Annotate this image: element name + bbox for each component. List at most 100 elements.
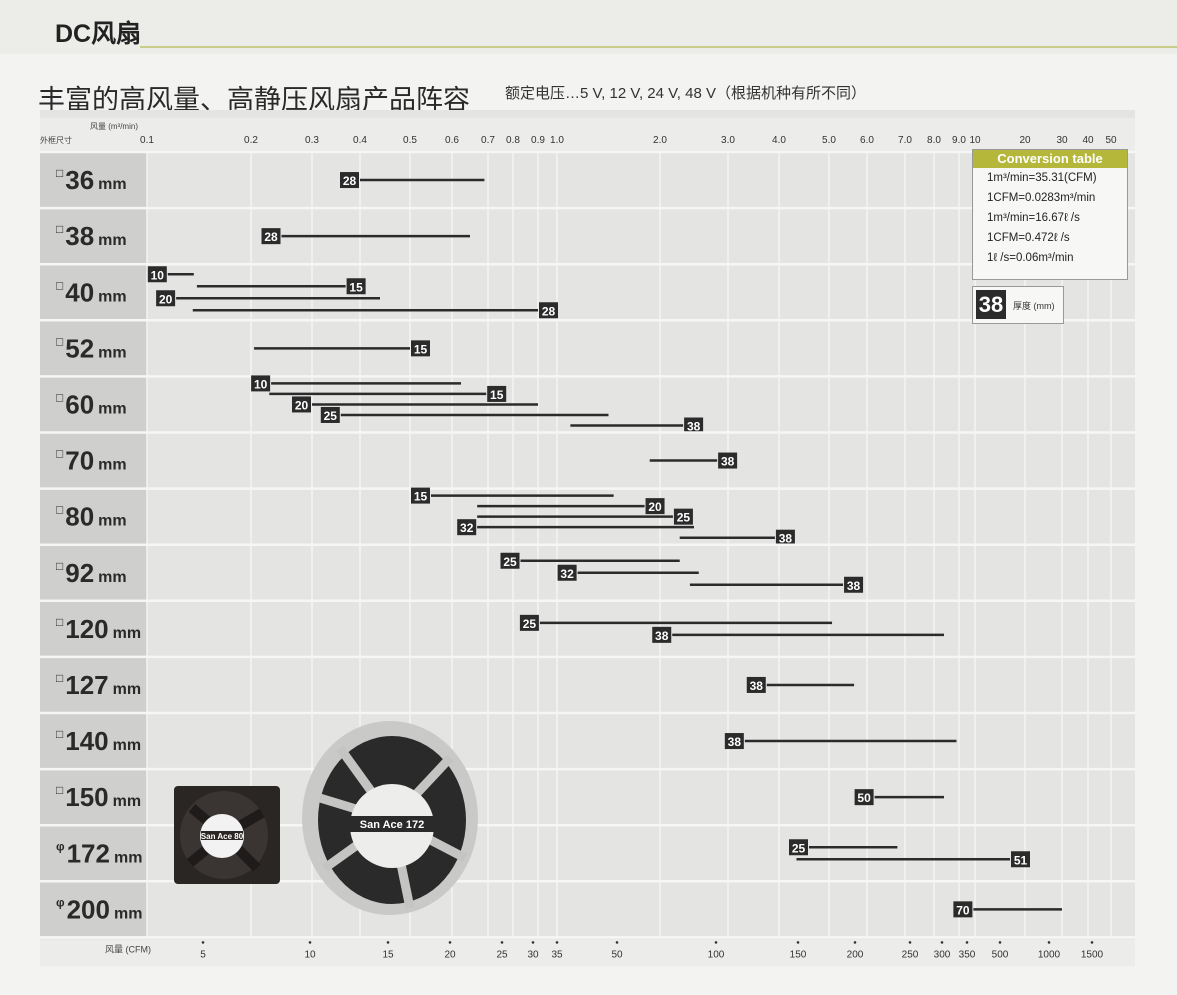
bottom-tick-mark	[998, 941, 1002, 944]
row-label: □140 mm	[56, 726, 141, 756]
frame-unit: mm	[98, 569, 126, 586]
top-tick-label: 0.2	[244, 135, 258, 146]
bottom-axis-band	[40, 939, 1135, 967]
top-tick-label: 9.0	[952, 135, 966, 146]
top-tick-label: 0.7	[481, 135, 495, 146]
frame-unit: mm	[98, 344, 126, 361]
conversion-row: 1ℓ /s=0.06m³/min	[987, 252, 1074, 264]
bottom-axis-label: 风量 (CFM)	[105, 944, 151, 954]
thickness-badge-label: 38	[728, 735, 742, 749]
thickness-badge	[684, 417, 704, 434]
thickness-badge-label: 28	[264, 230, 278, 244]
thickness-badge-label: 38	[779, 532, 793, 546]
bottom-tick-label: 350	[959, 949, 976, 960]
thickness-badge	[457, 519, 477, 536]
bottom-tick-mark	[615, 941, 619, 944]
page-subtitle: 额定电压…5 V, 12 V, 24 V, 48 V（根据机种有所不同）	[505, 85, 866, 102]
frame-size: 36	[65, 165, 94, 195]
thickness-legend: 38 厚度 (mm)	[972, 286, 1064, 324]
top-tick-label: 0.5	[403, 135, 417, 146]
bottom-tick-label: 1500	[1081, 949, 1104, 960]
thickness-badge	[854, 789, 874, 806]
frame-shape-icon: □	[56, 166, 63, 180]
thickness-badge-label: 15	[414, 342, 428, 356]
bottom-tick-mark	[448, 941, 452, 944]
bottom-tick-label: 500	[992, 949, 1009, 960]
thickness-badge-label: 25	[503, 555, 517, 569]
frame-size: 120	[65, 614, 108, 644]
thickness-badge-label: 70	[956, 903, 970, 917]
bottom-tick-label: 1000	[1038, 949, 1061, 960]
thickness-badge-label: 20	[648, 500, 662, 514]
thickness-badge	[411, 487, 430, 504]
frame-size: 200	[67, 894, 110, 924]
top-axis-band	[40, 118, 1135, 152]
frame-shape-icon: □	[56, 559, 63, 573]
row-label: □150 mm	[56, 782, 141, 812]
thickness-badge-label: 10	[254, 377, 268, 391]
frame-shape-icon: □	[56, 447, 63, 461]
thickness-badge	[156, 290, 176, 307]
top-tick-label: 1.0	[550, 135, 564, 146]
frame-unit: mm	[98, 176, 126, 193]
frame-unit: mm	[114, 905, 142, 922]
fan-label-172: San Ace 172	[360, 819, 424, 831]
row-label: □92 mm	[56, 558, 127, 588]
thickness-badge	[718, 452, 738, 469]
frame-shape-icon: □	[56, 278, 63, 292]
conversion-table: Conversion table 1m³/min=35.31(CFM) 1CFM…	[972, 149, 1128, 280]
thickness-badge-label: 38	[721, 455, 735, 469]
row-label: □80 mm	[56, 502, 127, 532]
thickness-badge-label: 15	[414, 490, 428, 504]
frame-shape-icon: φ	[56, 895, 65, 909]
frame-unit: mm	[113, 625, 141, 642]
thickness-badge-label: 32	[460, 521, 474, 535]
frame-size: 127	[65, 670, 108, 700]
row-label: □40 mm	[56, 277, 127, 307]
conversion-row: 1CFM=0.472ℓ /s	[987, 232, 1070, 244]
bottom-tick-label: 25	[496, 949, 508, 960]
bottom-tick-mark	[908, 941, 912, 944]
frame-shape-icon: □	[56, 390, 63, 404]
thickness-badge-label: 15	[349, 280, 363, 294]
bottom-tick-label: 30	[527, 949, 539, 960]
thickness-badge-label: 38	[750, 679, 764, 693]
conversion-row: 1CFM=0.0283m³/min	[987, 192, 1096, 204]
frame-shape-icon: □	[56, 783, 63, 797]
top-tick-label: 0.6	[445, 135, 459, 146]
thickness-badge-label: 51	[1014, 853, 1028, 867]
top-tick-label: 7.0	[898, 135, 912, 146]
thickness-badge	[292, 396, 311, 413]
top-tick-label: 30	[1056, 135, 1068, 146]
thickness-badge	[251, 375, 271, 392]
thickness-badge	[645, 498, 665, 515]
legend-label: 厚度 (mm)	[1013, 301, 1055, 311]
thickness-badge-label: 28	[343, 174, 357, 188]
thickness-badge	[346, 278, 366, 295]
top-tick-label: 50	[1105, 135, 1117, 146]
frame-size: 52	[65, 333, 94, 363]
fan-image-172: San Ace 172	[302, 721, 478, 915]
thickness-badge	[724, 733, 744, 750]
bottom-tick-label: 250	[902, 949, 919, 960]
frame-size: 38	[65, 221, 94, 251]
frame-size: 60	[65, 389, 94, 419]
conversion-row: 1m³/min=16.67ℓ /s	[987, 212, 1080, 224]
thickness-badge-label: 28	[542, 304, 556, 318]
row-label: φ200 mm	[56, 894, 142, 924]
bottom-tick-mark	[940, 941, 944, 944]
top-tick-label: 0.3	[305, 135, 319, 146]
bottom-tick-label: 300	[934, 949, 951, 960]
bottom-tick-label: 15	[382, 949, 394, 960]
thickness-badge	[147, 266, 167, 283]
bottom-tick-label: 200	[847, 949, 864, 960]
bottom-tick-label: 5	[200, 949, 206, 960]
thickness-badge-label: 50	[857, 791, 871, 805]
bottom-tick-label: 20	[444, 949, 456, 960]
bottom-tick-label: 35	[551, 949, 563, 960]
thickness-badge-label: 38	[847, 579, 861, 593]
thickness-badge	[340, 172, 359, 189]
bottom-tick-mark	[1090, 941, 1094, 944]
frame-unit: mm	[98, 400, 126, 417]
frame-unit: mm	[98, 457, 126, 474]
